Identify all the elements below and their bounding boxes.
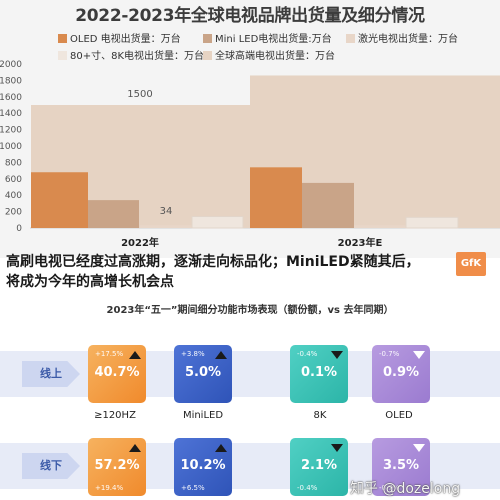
legend-swatch — [58, 34, 67, 43]
headline-line-2: 将成为今年的高增长机会点 — [6, 274, 174, 290]
y-tick-label: 200 — [5, 208, 22, 218]
bar-80inch-8k — [191, 216, 244, 229]
x-category-label: 2023年E — [338, 236, 383, 249]
card-value: 0.9% — [382, 365, 420, 380]
row-label-offline: 线下 — [22, 453, 80, 479]
y-tick-label: 800 — [5, 158, 22, 168]
y-tick-label: 1200 — [0, 126, 22, 136]
card-online-120hz: +17.5% 40.7% — [88, 345, 146, 403]
y-tick-label: 400 — [5, 191, 22, 201]
card-value: 3.5% — [382, 458, 420, 473]
category-label-120hz: ≥120HZ — [94, 410, 136, 421]
card-value: 5.0% — [184, 365, 222, 380]
chart-title: 2022-2023年全球电视品牌出货量及细分情况 — [75, 6, 425, 26]
chart-plot: 0 200 400 600 800 1000 1200 1400 1600 1800 2000 202… — [0, 60, 500, 249]
bar-miniled — [88, 200, 139, 228]
gfk-logo: GfK — [456, 252, 486, 276]
x-category-label: 2022年 — [121, 236, 159, 249]
watermark-text: 知乎 @dozelong — [350, 481, 461, 497]
card-change: -0.4% — [297, 484, 318, 492]
trend-down-icon — [413, 444, 425, 452]
trend-down-icon — [331, 351, 343, 359]
legend-item: 全球高端电视出货量：万台 — [203, 47, 335, 62]
bar-laser-tv — [354, 225, 406, 228]
card-value: 0.1% — [300, 365, 338, 380]
y-tick-label: 600 — [5, 175, 22, 185]
card-change: -0.7% — [379, 484, 400, 492]
card-value: 10.2% — [180, 458, 226, 473]
data-label-34: 34 — [160, 206, 173, 217]
y-tick-label: 0 — [16, 224, 22, 234]
legend-swatch — [346, 34, 355, 43]
card-change: +19.4% — [95, 484, 124, 492]
category-label-oled: OLED — [385, 410, 413, 421]
bar-laser-tv — [140, 225, 192, 228]
card-offline-8k: -0.4% 2.1% — [290, 438, 348, 496]
bar-miniled — [302, 182, 354, 228]
legend-label: 全球高端电视出货量：万台 — [215, 51, 335, 62]
card-change: -0.4% — [297, 350, 318, 358]
bar-oled — [250, 167, 302, 228]
card-offline-miniled: +6.5% 10.2% — [174, 438, 232, 496]
card-online-oled: -0.7% 0.9% — [372, 345, 430, 403]
data-label-1500: 1500 — [127, 89, 152, 100]
legend-item: OLED 电视出货量：万台 — [58, 30, 181, 45]
card-change: +3.8% — [181, 350, 205, 358]
legend-item: 80+寸、8K电视出货量：万台 — [58, 47, 204, 62]
legend-label: 激光电视出货量：万台 — [358, 34, 458, 45]
trend-up-icon — [129, 351, 141, 359]
card-change: +17.5% — [95, 350, 124, 358]
legend-label: Mini LED电视出货量:万台 — [215, 34, 332, 45]
category-label-8k: 8K — [313, 410, 327, 421]
trend-down-icon — [413, 351, 425, 359]
trend-up-icon — [129, 444, 141, 452]
headline: 高刷电视已经度过高涨期，逐渐走向标品化；MiniLED紧随其后， 将成为今年的高… — [6, 252, 446, 292]
legend-swatch — [58, 51, 67, 60]
trend-down-icon — [331, 444, 343, 452]
legend-swatch — [203, 34, 212, 43]
card-change: +6.5% — [181, 484, 205, 492]
card-value: 57.2% — [94, 458, 140, 473]
trend-up-icon — [215, 351, 227, 359]
card-online-miniled: +3.8% 5.0% — [174, 345, 232, 403]
y-tick-label: 1800 — [0, 76, 22, 86]
y-tick-label: 1600 — [0, 93, 22, 103]
category-label-miniled: MiniLED — [182, 410, 224, 421]
y-tick-label: 1400 — [0, 109, 22, 119]
y-tick-label: 1000 — [0, 142, 22, 152]
bar-80inch-8k — [405, 216, 459, 229]
y-tick-label: 2000 — [0, 60, 22, 70]
legend-label: OLED 电视出货量：万台 — [70, 34, 181, 45]
table-title: 2023年“五一”期间细分功能市场表现（额份额，vs 去年同期） — [106, 305, 394, 316]
legend-swatch — [203, 51, 212, 60]
trend-up-icon — [215, 444, 227, 452]
card-online-8k: -0.4% 0.1% — [290, 345, 348, 403]
card-offline-oled: -0.7% 3.5% — [372, 438, 430, 496]
legend-item: Mini LED电视出货量:万台 — [203, 30, 332, 45]
row-label-online: 线上 — [22, 361, 80, 387]
card-offline-120hz: +19.4% 57.2% — [88, 438, 146, 496]
headline-line-1: 高刷电视已经度过高涨期，逐渐走向标品化；MiniLED紧随其后， — [6, 254, 420, 270]
bar-oled — [31, 172, 88, 228]
legend-item: 激光电视出货量：万台 — [346, 30, 458, 45]
card-value: 40.7% — [94, 365, 140, 380]
card-change: -0.7% — [379, 350, 400, 358]
card-value: 2.1% — [300, 458, 338, 473]
legend-label: 80+寸、8K电视出货量：万台 — [70, 51, 205, 62]
